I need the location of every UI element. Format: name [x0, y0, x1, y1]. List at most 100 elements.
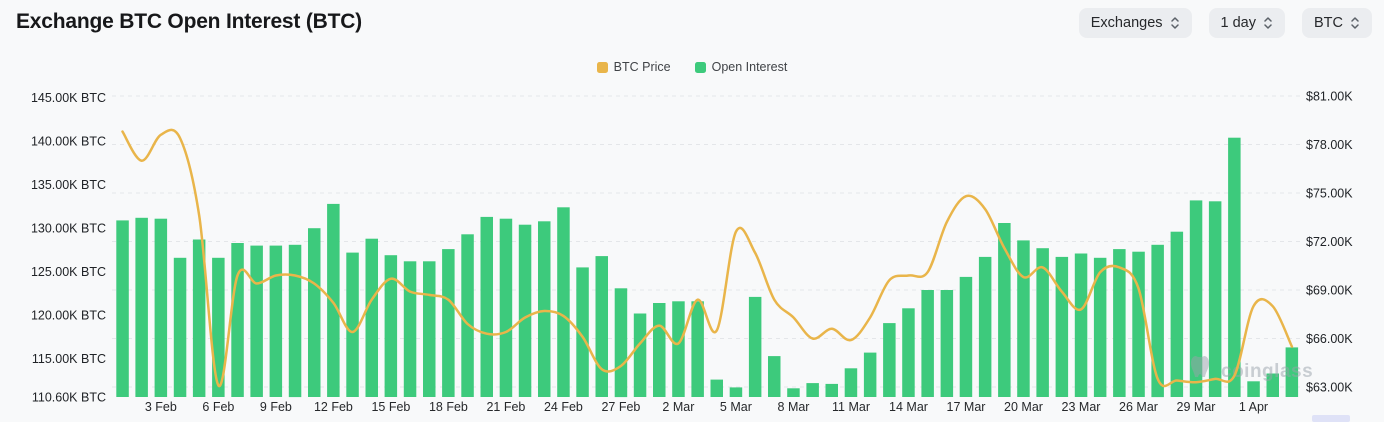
open-interest-bar[interactable]: [480, 216, 494, 397]
open-interest-bar[interactable]: [154, 218, 168, 397]
open-interest-bar[interactable]: [863, 352, 877, 397]
open-interest-bar[interactable]: [729, 387, 743, 397]
open-interest-bar[interactable]: [576, 267, 589, 397]
open-interest-bar[interactable]: [902, 308, 915, 397]
open-interest-bar[interactable]: [787, 388, 800, 397]
open-interest-bar[interactable]: [1113, 249, 1126, 397]
open-interest-bar[interactable]: [557, 207, 570, 397]
open-interest-bar[interactable]: [499, 218, 513, 397]
open-interest-bar[interactable]: [288, 244, 302, 398]
open-interest-bar[interactable]: [748, 296, 762, 397]
legend-item-btc-price[interactable]: BTC Price: [596, 60, 671, 74]
right-axis-label: $66.00K: [1306, 332, 1353, 346]
open-interest-bar[interactable]: [1055, 256, 1069, 397]
open-interest-bar[interactable]: [442, 249, 455, 397]
x-axis-label: 20 Mar: [1004, 400, 1043, 414]
x-axis-label: 23 Mar: [1062, 400, 1101, 414]
open-interest-bar[interactable]: [633, 313, 647, 398]
x-axis-label: 5 Mar: [720, 400, 752, 414]
left-axis-label: 120.00K BTC: [31, 309, 106, 323]
chart-legend: BTC Price Open Interest: [0, 60, 1384, 74]
open-interest-bar[interactable]: [672, 301, 685, 397]
btc-price-line[interactable]: [121, 128, 1294, 388]
right-axis-label: $63.00K: [1306, 380, 1353, 394]
open-interest-bar[interactable]: [346, 252, 359, 397]
open-interest-bar[interactable]: [1247, 381, 1260, 397]
right-axis-label: $78.00K: [1306, 138, 1353, 152]
open-interest-bar[interactable]: [959, 276, 973, 397]
open-interest-bar[interactable]: [921, 290, 934, 397]
open-interest-bar[interactable]: [461, 234, 474, 397]
open-interest-bar[interactable]: [1093, 257, 1107, 397]
open-interest-bar[interactable]: [423, 261, 436, 397]
left-axis-label: 135.00K BTC: [31, 178, 106, 192]
x-axis-label: 9 Feb: [260, 400, 292, 414]
open-interest-bar[interactable]: [1132, 251, 1145, 397]
open-interest-bar[interactable]: [768, 356, 781, 397]
left-axis-label: 125.00K BTC: [31, 265, 106, 279]
right-axis-label: $72.00K: [1306, 235, 1353, 249]
chart-controls: Exchanges 1 day BTC: [1078, 8, 1372, 38]
x-axis-label: 17 Mar: [947, 400, 986, 414]
left-axis-label: 110.60K BTC: [32, 390, 106, 404]
open-interest-bar[interactable]: [116, 220, 129, 397]
open-interest-bar[interactable]: [883, 323, 896, 397]
open-interest-bar[interactable]: [403, 261, 417, 397]
x-axis-label: 21 Feb: [486, 400, 525, 414]
open-interest-bar[interactable]: [806, 383, 819, 397]
open-interest-bar[interactable]: [1228, 137, 1241, 397]
open-interest-bar[interactable]: [365, 238, 379, 397]
x-axis-label: 2 Mar: [662, 400, 694, 414]
open-interest-bar[interactable]: [231, 243, 244, 397]
open-interest-bar[interactable]: [308, 228, 321, 397]
open-interest-bar[interactable]: [595, 256, 609, 397]
left-axis-label: 140.00K BTC: [31, 135, 106, 149]
open-interest-bar[interactable]: [1266, 373, 1280, 398]
open-interest-bar[interactable]: [1285, 347, 1299, 397]
x-axis-label: 14 Mar: [889, 400, 928, 414]
open-interest-bar[interactable]: [1170, 231, 1184, 397]
open-interest-bar[interactable]: [1074, 253, 1088, 398]
open-interest-bar[interactable]: [940, 290, 954, 397]
watermark-text: coinglass: [1221, 361, 1313, 382]
open-interest-swatch-icon: [694, 61, 706, 73]
open-interest-bar[interactable]: [825, 383, 839, 397]
currency-select[interactable]: BTC: [1302, 8, 1372, 38]
open-interest-bar[interactable]: [250, 245, 263, 397]
open-interest-bar[interactable]: [1151, 244, 1164, 398]
open-interest-bar[interactable]: [192, 239, 206, 398]
page-title: Exchange BTC Open Interest (BTC): [16, 10, 362, 33]
open-interest-bar[interactable]: [327, 203, 340, 397]
exchanges-select[interactable]: Exchanges: [1078, 8, 1192, 38]
interval-select[interactable]: 1 day: [1208, 8, 1285, 38]
open-interest-bar[interactable]: [978, 256, 992, 397]
x-axis-label: 27 Feb: [601, 400, 640, 414]
interval-select-label: 1 day: [1220, 15, 1256, 31]
legend-item-open-interest[interactable]: Open Interest: [694, 60, 787, 74]
open-interest-bar[interactable]: [844, 368, 858, 397]
open-interest-bar[interactable]: [653, 303, 666, 397]
open-interest-bar[interactable]: [518, 224, 532, 397]
open-interest-bar[interactable]: [998, 223, 1011, 397]
open-interest-bar[interactable]: [1036, 248, 1049, 397]
open-interest-bar[interactable]: [269, 245, 283, 397]
open-interest-bar[interactable]: [691, 301, 704, 397]
open-interest-bar[interactable]: [614, 288, 628, 398]
open-interest-bar[interactable]: [1189, 200, 1203, 397]
scrollbar-fragment: [1312, 415, 1350, 422]
open-interest-bar[interactable]: [538, 221, 551, 397]
open-interest-bar[interactable]: [135, 217, 148, 397]
legend-label: BTC Price: [613, 60, 671, 74]
open-interest-bar[interactable]: [710, 379, 724, 397]
x-axis-label: 26 Mar: [1119, 400, 1158, 414]
exchanges-select-label: Exchanges: [1090, 15, 1163, 31]
right-axis-label: $81.00K: [1306, 89, 1353, 103]
open-interest-bar[interactable]: [1208, 201, 1222, 397]
x-axis-label: 24 Feb: [544, 400, 583, 414]
right-axis-label: $69.00K: [1306, 283, 1353, 297]
open-interest-bar[interactable]: [173, 257, 187, 397]
open-interest-bar[interactable]: [384, 255, 398, 397]
x-axis-label: 15 Feb: [371, 400, 410, 414]
open-interest-bar[interactable]: [1017, 240, 1030, 397]
